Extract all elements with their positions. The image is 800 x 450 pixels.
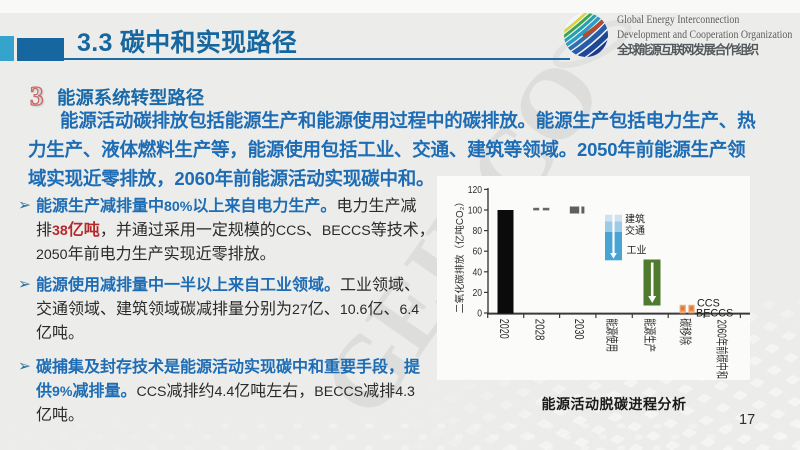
svg-text:2060年前碳中和: 2060年前碳中和: [714, 320, 729, 380]
svg-text:60: 60: [473, 246, 483, 258]
svg-text:能源生产: 能源生产: [642, 318, 657, 352]
svg-text:40: 40: [473, 267, 483, 279]
svg-text:碳移除: 碳移除: [678, 318, 694, 345]
svg-text:20: 20: [473, 287, 483, 299]
svg-text:能源使用: 能源使用: [604, 318, 619, 352]
svg-text:120: 120: [468, 184, 482, 196]
svg-text:100: 100: [468, 205, 482, 217]
svg-text:二氧化碳排放（亿吨CO₂）: 二氧化碳排放（亿吨CO₂）: [453, 197, 466, 313]
svg-text:CCS: CCS: [697, 298, 720, 310]
svg-text:0: 0: [477, 308, 482, 320]
svg-text:工业: 工业: [627, 245, 647, 257]
svg-text:建筑: 建筑: [625, 213, 645, 226]
svg-text:交通: 交通: [625, 224, 645, 237]
svg-text:2020: 2020: [497, 319, 511, 339]
svg-text:2030: 2030: [572, 319, 586, 340]
svg-text:2028: 2028: [532, 319, 545, 341]
svg-text:80: 80: [473, 225, 483, 237]
svg-text:BECCS: BECCS: [696, 308, 733, 320]
